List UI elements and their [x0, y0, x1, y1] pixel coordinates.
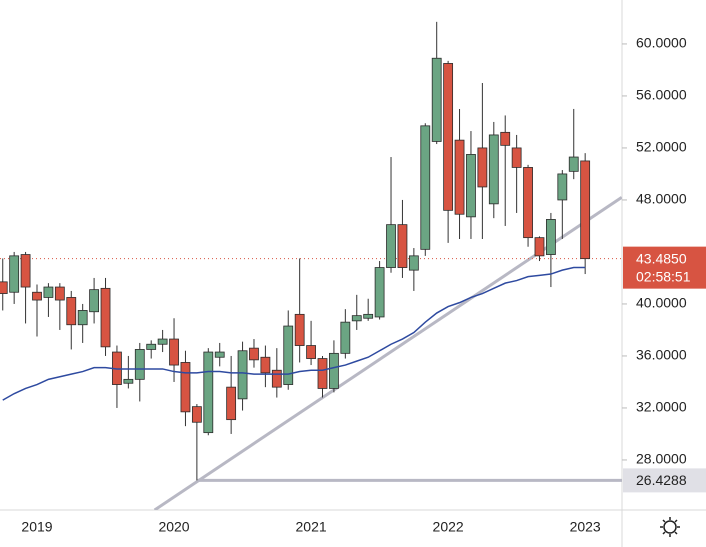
candle-body	[89, 289, 99, 313]
candle-body	[146, 343, 157, 350]
x-tick-label: 2023	[570, 519, 601, 535]
candle-body	[169, 338, 179, 366]
candle-body	[9, 255, 20, 293]
candle-body	[180, 362, 191, 413]
candle-body	[203, 351, 214, 434]
level-box	[623, 468, 706, 493]
x-tick-label: 2021	[296, 519, 327, 535]
y-tick-label: 28.0000	[636, 451, 687, 467]
candle-body	[534, 237, 545, 257]
x-tick-label: 2022	[433, 519, 464, 535]
candle-body	[340, 321, 351, 354]
candle-body	[100, 287, 111, 348]
candle-body	[66, 297, 77, 326]
y-tick-label: 40.0000	[636, 295, 687, 311]
candle-body	[488, 134, 499, 205]
candle-body	[306, 345, 316, 359]
y-tick-label: 32.0000	[636, 399, 687, 415]
candle-body	[420, 125, 431, 250]
candle-body	[271, 369, 282, 388]
candle-body	[283, 325, 294, 385]
candle-body	[546, 219, 556, 255]
candle-body	[454, 139, 465, 215]
candle-body	[374, 267, 385, 318]
candle-body	[43, 286, 54, 298]
candle-body	[386, 224, 396, 268]
moving-average	[2, 266, 586, 401]
candle-body	[249, 347, 259, 361]
candle-body	[431, 57, 442, 142]
candle-body	[477, 147, 488, 188]
settings-icon[interactable]	[660, 517, 680, 537]
y-tick-label: 56.0000	[636, 87, 687, 103]
candle-body	[77, 310, 88, 326]
candle-body	[32, 291, 42, 301]
candle-body	[294, 313, 305, 346]
y-tick-label: 48.0000	[636, 191, 687, 207]
candle-body	[157, 338, 168, 345]
candle-body	[260, 356, 271, 374]
candle-body	[466, 154, 476, 218]
level-label: 26.4288	[636, 472, 687, 488]
candle-body	[511, 147, 522, 168]
plot-area	[0, 21, 622, 510]
candle-body	[351, 315, 362, 322]
candle-body	[523, 167, 533, 239]
y-tick-label: 52.0000	[636, 139, 687, 155]
x-tick-label: 2019	[21, 519, 52, 535]
candle-body	[329, 352, 339, 389]
candle-body	[123, 378, 134, 384]
candle-body	[363, 313, 374, 319]
candle-body	[191, 406, 202, 423]
candle-body	[226, 386, 237, 421]
last-price-box	[623, 246, 706, 289]
candle-body	[134, 349, 145, 380]
candle-body	[557, 173, 568, 201]
y-tick-label: 60.0000	[636, 35, 687, 51]
candle-body	[443, 63, 454, 211]
x-tick-label: 2020	[158, 519, 189, 535]
candle-body	[580, 160, 591, 260]
y-tick-label: 36.0000	[636, 347, 687, 363]
candle-body	[408, 255, 419, 271]
candle-body	[568, 156, 579, 172]
candle-body	[397, 224, 408, 268]
candle-body	[214, 351, 225, 358]
candle-body	[317, 358, 328, 389]
countdown-label: 02:58:51	[636, 268, 691, 284]
candle-body	[237, 350, 248, 400]
candle-body	[54, 286, 65, 301]
candle-body	[500, 131, 511, 146]
last-price-label: 43.4850	[636, 250, 687, 266]
candle-body	[0, 281, 8, 294]
candle-body	[20, 254, 31, 288]
